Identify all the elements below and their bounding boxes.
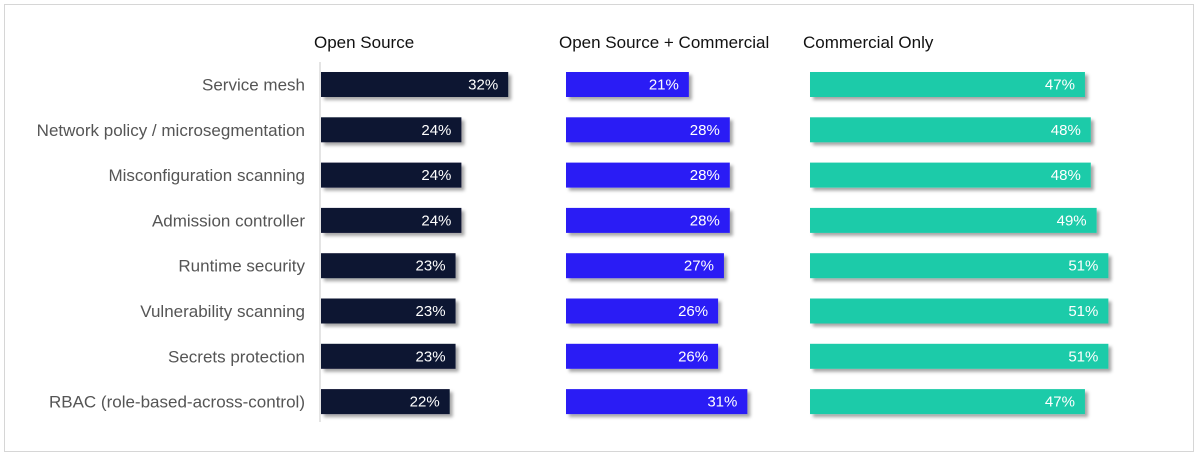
category-label: Network policy / microsegmentation [37, 121, 305, 140]
category-label: Secrets protection [168, 347, 305, 366]
value-label: 21% [649, 77, 679, 94]
category-label: Runtime security [178, 257, 305, 276]
bar [566, 298, 719, 324]
category-label: Vulnerability scanning [140, 302, 305, 321]
value-label: 47% [1045, 77, 1075, 94]
value-label: 51% [1068, 258, 1098, 275]
value-label: 32% [468, 77, 498, 94]
bar [321, 343, 456, 369]
bar [566, 343, 719, 369]
value-label: 22% [410, 394, 440, 411]
bar [810, 389, 1085, 415]
value-label: 31% [707, 394, 737, 411]
bar [321, 253, 456, 279]
value-label: 24% [421, 212, 451, 229]
bar [566, 207, 730, 233]
value-label: 51% [1068, 303, 1098, 320]
bar [810, 162, 1091, 188]
bar [321, 117, 462, 143]
value-label: 24% [421, 167, 451, 184]
category-label: Service mesh [202, 76, 305, 95]
bar [810, 117, 1091, 143]
bar [566, 117, 730, 143]
value-label: 51% [1068, 348, 1098, 365]
value-label: 49% [1057, 212, 1087, 229]
bar [810, 298, 1109, 324]
value-label: 48% [1051, 167, 1081, 184]
value-label: 47% [1045, 394, 1075, 411]
category-label: RBAC (role-based-across-control) [49, 393, 305, 412]
panel-title: Commercial Only [803, 33, 934, 52]
value-label: 23% [416, 348, 446, 365]
bar [810, 207, 1097, 233]
bar [810, 343, 1109, 369]
value-label: 27% [684, 258, 714, 275]
bar [810, 253, 1109, 279]
value-label: 28% [690, 212, 720, 229]
value-label: 23% [416, 303, 446, 320]
value-label: 23% [416, 258, 446, 275]
value-label: 26% [678, 348, 708, 365]
bar [321, 389, 450, 415]
panel-title: Open Source + Commercial [559, 33, 769, 52]
value-label: 48% [1051, 122, 1081, 139]
value-label: 28% [690, 167, 720, 184]
bar [810, 72, 1085, 97]
value-label: 28% [690, 122, 720, 139]
bar [566, 389, 748, 415]
bar [566, 253, 724, 279]
panel-title: Open Source [314, 33, 414, 52]
bar [321, 162, 462, 188]
value-label: 24% [421, 122, 451, 139]
category-label: Admission controller [152, 211, 305, 230]
bar [321, 72, 509, 97]
value-label: 26% [678, 303, 708, 320]
category-label: Misconfiguration scanning [108, 166, 305, 185]
bar [321, 298, 456, 324]
bar [321, 207, 462, 233]
bar [566, 72, 689, 97]
bar [566, 162, 730, 188]
